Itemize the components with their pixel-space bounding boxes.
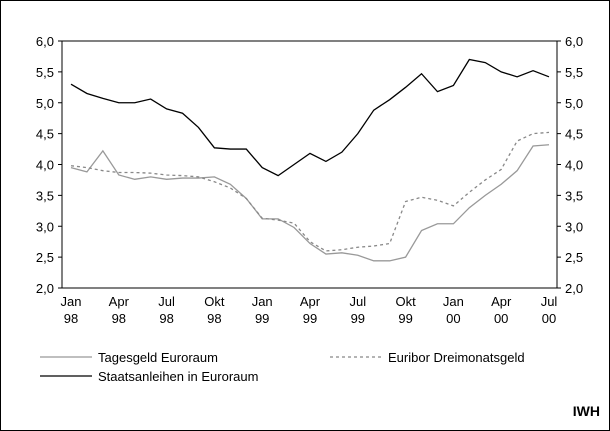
x-tick-label: Jul 00 xyxy=(541,294,558,326)
y2-tick-label: 3,0 xyxy=(565,219,583,234)
y2-tick-label: 4,5 xyxy=(565,127,583,142)
x-tick-label: Okt 99 xyxy=(395,294,416,326)
legend-label: Staatsanleihen in Euroraum xyxy=(98,369,258,384)
y2-tick-label: 2,0 xyxy=(565,281,583,296)
source-label: IWH xyxy=(573,403,600,419)
series-line xyxy=(70,144,550,262)
y-tick-label: 2,5 xyxy=(36,250,54,265)
x-tick-label: Jul 98 xyxy=(158,294,175,326)
x-tick-label: Okt 98 xyxy=(204,294,225,326)
x-tick-label: Jul 99 xyxy=(349,294,366,326)
y-tick-label: 3,0 xyxy=(36,219,54,234)
series-line xyxy=(70,131,550,252)
y2-tick-label: 5,5 xyxy=(565,65,583,80)
y-tick-label: 4,5 xyxy=(36,127,54,142)
y-tick-label: 6,0 xyxy=(36,34,54,49)
y2-tick-label: 2,5 xyxy=(565,250,583,265)
y-tick-label: 5,0 xyxy=(36,96,54,111)
x-tick-label: Jan 99 xyxy=(252,294,273,326)
x-tick-label: Apr 99 xyxy=(300,294,321,326)
y-tick-label: 5,5 xyxy=(36,65,54,80)
x-tick-label: Apr 00 xyxy=(491,294,512,326)
x-tick-label: Jan 00 xyxy=(443,294,464,326)
y-tick-label: 3,5 xyxy=(36,188,54,203)
y2-tick-label: 5,0 xyxy=(565,96,583,111)
series-line xyxy=(70,58,550,177)
y-tick-label: 2,0 xyxy=(36,281,54,296)
y2-tick-label: 6,0 xyxy=(565,34,583,49)
x-tick-label: Apr 98 xyxy=(109,294,130,326)
legend-label: Tagesgeld Euroraum xyxy=(98,350,218,365)
y2-tick-label: 4,0 xyxy=(565,158,583,173)
y-tick-label: 4,0 xyxy=(36,158,54,173)
x-tick-label: Jan 98 xyxy=(61,294,82,326)
y2-tick-label: 3,5 xyxy=(565,188,583,203)
legend-label: Euribor Dreimonatsgeld xyxy=(388,350,525,365)
